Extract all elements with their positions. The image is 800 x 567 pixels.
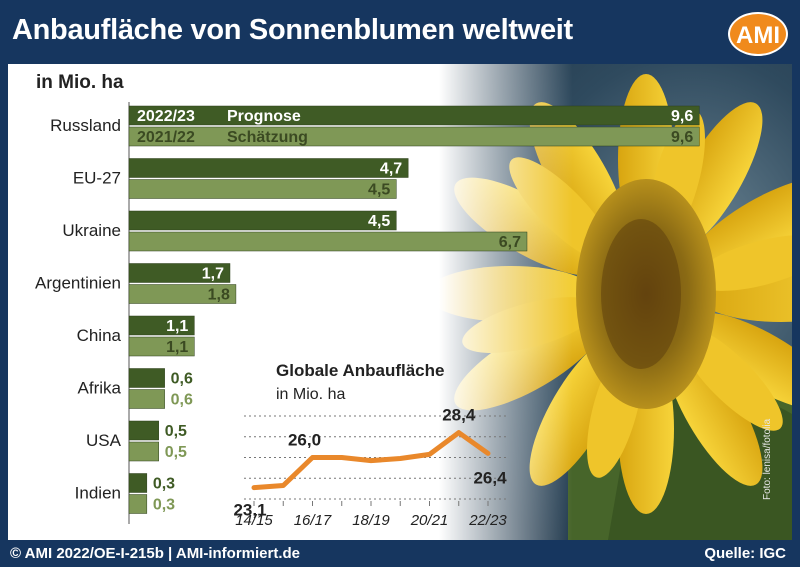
bar-2022-23 bbox=[128, 263, 231, 283]
bar-value-label: 0,3 bbox=[153, 497, 175, 514]
category-label: Russland bbox=[50, 116, 121, 135]
line-point bbox=[486, 451, 490, 455]
bar-2021-22 bbox=[128, 231, 528, 252]
line-gridlines: 14/15 16/17 18/19 20/21 22/23 bbox=[235, 415, 508, 529]
bar-value-label: 1,1 bbox=[166, 339, 188, 356]
bar-2022-23 bbox=[128, 315, 195, 336]
category-label: Indien bbox=[75, 484, 121, 503]
line-data-label: 28,4 bbox=[442, 406, 476, 425]
bar-chart: Russland 9,6 2022/23 Prognose 9,6 2021/22 Schä… bbox=[35, 102, 700, 524]
bar-value-label: 4,5 bbox=[368, 213, 390, 230]
bar-2021-22 bbox=[128, 494, 148, 514]
x-tick-label: 20/21 bbox=[410, 512, 449, 529]
x-tick-label: 18/19 bbox=[352, 512, 390, 529]
bar-2021-22 bbox=[128, 441, 159, 462]
bar-value-label: 1,7 bbox=[202, 266, 224, 283]
line-point bbox=[398, 457, 402, 461]
bar-value-label: 0,3 bbox=[153, 476, 175, 493]
ami-logo: AMI bbox=[728, 12, 788, 56]
bar-value-label: 4,5 bbox=[368, 182, 390, 199]
line-point bbox=[457, 431, 461, 435]
bar-group: Russland 9,6 2022/23 Prognose 9,6 2021/22 Schä… bbox=[35, 105, 700, 514]
category-label: USA bbox=[86, 431, 122, 450]
bar-value-label: 6,7 bbox=[499, 234, 521, 251]
line-point bbox=[369, 459, 373, 463]
photo-credit: Foto: lenisa/fotolia bbox=[762, 418, 773, 500]
legend-series-note: Prognose bbox=[227, 108, 301, 125]
line-point bbox=[340, 456, 344, 459]
bar-value-label: 0,6 bbox=[171, 392, 193, 409]
category-label: Argentinien bbox=[35, 274, 121, 293]
footer-source: Quelle: IGC bbox=[704, 545, 786, 562]
bar-value-label: 4,7 bbox=[380, 161, 402, 178]
category-label: Ukraine bbox=[62, 221, 121, 240]
bar-2022-23 bbox=[128, 473, 148, 493]
footer-copyright: © AMI 2022/OE-I-215b | AMI-informiert.de bbox=[10, 545, 301, 562]
bar-2021-22 bbox=[128, 284, 237, 304]
line-point bbox=[428, 452, 431, 456]
line-data-label: 26,0 bbox=[288, 431, 321, 450]
bar-2021-22 bbox=[128, 126, 700, 147]
bar-2021-22 bbox=[128, 389, 165, 409]
bar-2022-23 bbox=[128, 210, 397, 231]
chart-panel: in Mio. ha Russland 9,6 2022/23 Prognose 9,6… bbox=[8, 64, 792, 540]
category-label: EU-27 bbox=[73, 169, 121, 188]
category-label: Afrika bbox=[78, 379, 122, 398]
line-point bbox=[252, 486, 256, 490]
bar-value-label: 0,5 bbox=[165, 444, 187, 461]
line-point bbox=[311, 456, 314, 459]
bar-value-label: 0,5 bbox=[165, 423, 187, 440]
page-title: Anbaufläche von Sonnenblumen weltweit bbox=[12, 14, 573, 46]
unit-label: in Mio. ha bbox=[36, 72, 124, 93]
bar-2022-23 bbox=[128, 368, 165, 388]
line-data-label: 23,1 bbox=[233, 501, 266, 520]
bar-2021-22 bbox=[128, 336, 195, 357]
bar-value-label: 1,8 bbox=[208, 287, 230, 304]
legend-series-name: 2021/22 bbox=[137, 129, 195, 146]
category-label: China bbox=[77, 326, 122, 345]
x-tick-label: 16/17 bbox=[294, 512, 332, 529]
line-chart: Globale Anbaufläche in Mio. ha 14/15 16/1… bbox=[233, 361, 508, 529]
bar-2022-23 bbox=[128, 420, 159, 441]
line-plot: 23,1 26,0 28,4 26,4 bbox=[233, 406, 507, 520]
bar-2022-23 bbox=[128, 105, 700, 126]
legend-series-note: Schätzung bbox=[227, 129, 308, 146]
x-tick-label: 22/23 bbox=[468, 512, 507, 529]
bar-value-label: 1,1 bbox=[166, 318, 188, 335]
line-chart-title: Globale Anbaufläche bbox=[276, 361, 444, 380]
bar-2022-23 bbox=[128, 158, 409, 178]
line-point bbox=[281, 484, 285, 488]
x-tick-label: 14/15 bbox=[235, 512, 273, 529]
bar-value-label: 9,6 bbox=[671, 129, 693, 146]
bar-value-label: 9,6 bbox=[671, 108, 693, 125]
line-chart-subtitle: in Mio. ha bbox=[276, 386, 345, 403]
bar-2021-22 bbox=[128, 179, 397, 199]
legend-series-name: 2022/23 bbox=[137, 108, 195, 125]
line-data-label: 26,4 bbox=[473, 468, 507, 487]
bar-value-label: 0,6 bbox=[171, 371, 193, 388]
